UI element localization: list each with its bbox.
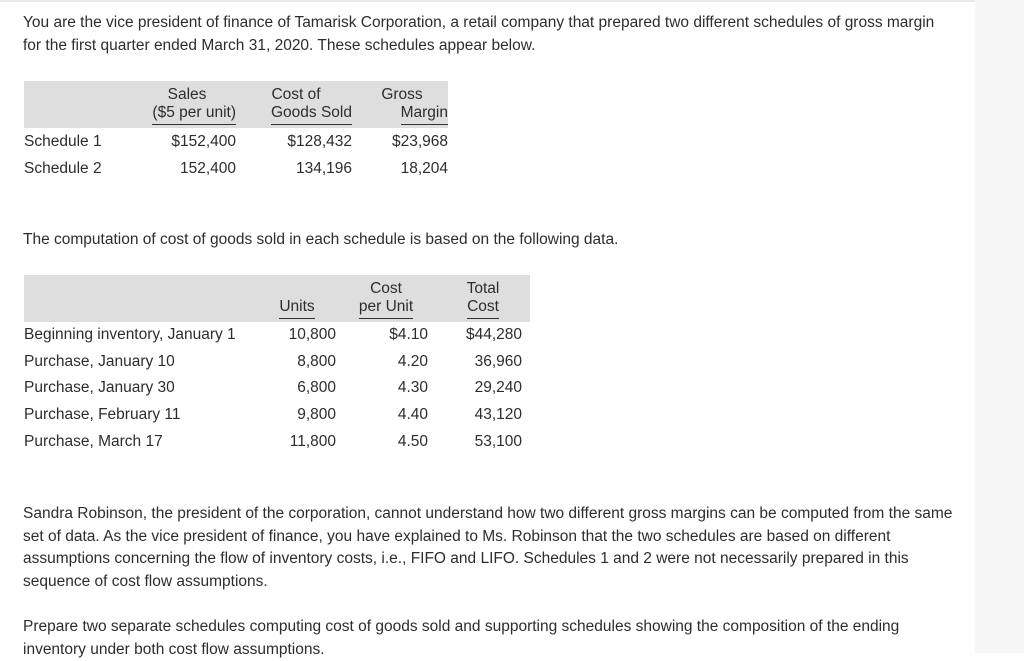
blank-header xyxy=(24,298,258,322)
cogs-header-line1: Cost of xyxy=(236,81,356,104)
total-value: $44,280 xyxy=(465,326,522,344)
cost-value: 4.50 xyxy=(397,432,428,450)
total-header-text: Cost xyxy=(467,298,499,319)
sales-header-text: ($5 per unit) xyxy=(152,104,236,125)
row-label: Beginning inventory, January 1 xyxy=(24,326,236,344)
sales-header-line2: ($5 per unit) xyxy=(138,104,236,128)
table-row: Schedule 2 152,400 134,196 18,204 xyxy=(24,155,448,182)
units-value: 11,800 xyxy=(289,432,336,450)
cogs-value: $128,432 xyxy=(287,132,352,150)
cogs-header-line2: Goods Sold xyxy=(236,104,356,128)
sales-header-line1: Sales xyxy=(138,81,236,104)
inventory-data-table: Cost Total Units per Unit Cost Beginning… xyxy=(24,275,530,455)
row-label: Purchase, March 17 xyxy=(24,432,163,450)
units-value: 8,800 xyxy=(297,352,336,370)
total-value: 53,100 xyxy=(474,432,522,450)
row-label: Purchase, February 11 xyxy=(24,406,181,424)
cogs-value: 134,196 xyxy=(295,159,352,177)
blank-header xyxy=(258,275,336,298)
units-value: 9,800 xyxy=(297,406,336,424)
total-header-line1: Total xyxy=(436,275,530,298)
row-label: Purchase, January 30 xyxy=(24,379,175,397)
cost-value: $4.10 xyxy=(389,326,428,344)
intro-paragraph: You are the vice president of finance of… xyxy=(23,14,935,54)
table-row: Purchase, February 11 9,800 4.40 43,120 xyxy=(24,402,530,429)
cost-value: 4.40 xyxy=(397,406,428,424)
total-value: 36,960 xyxy=(474,352,522,370)
gm-header-line2: Margin xyxy=(356,104,448,128)
gm-header-text: Margin xyxy=(400,104,448,125)
computation-paragraph: The computation of cost of goods sold in… xyxy=(23,231,619,248)
units-header-text: Units xyxy=(279,298,315,319)
sales-value: $152,400 xyxy=(171,132,236,150)
total-header-line2: Cost xyxy=(436,298,530,322)
table-row: Purchase, January 30 6,800 4.30 29,240 xyxy=(24,375,530,402)
units-value: 6,800 xyxy=(297,379,336,397)
table-header-row: Sales Cost of Gross xyxy=(24,81,448,104)
cost-value: 4.20 xyxy=(397,352,428,370)
cost-header-line2: per Unit xyxy=(336,298,436,322)
total-value: 29,240 xyxy=(474,379,522,397)
blank-header xyxy=(24,104,138,128)
table-row: Purchase, January 10 8,800 4.20 36,960 xyxy=(24,349,530,376)
blank-header xyxy=(24,81,138,104)
cost-header-text: per Unit xyxy=(358,298,414,319)
cost-header-line1: Cost xyxy=(336,275,436,298)
table-row: Schedule 1 $152,400 $128,432 $23,968 xyxy=(24,128,448,155)
right-gutter xyxy=(975,0,1024,653)
total-value: 43,120 xyxy=(474,406,522,424)
gm-value: $23,968 xyxy=(391,132,448,150)
units-value: 10,800 xyxy=(288,326,336,344)
table-row: Beginning inventory, January 1 10,800 $4… xyxy=(24,322,530,349)
row-label: Purchase, January 10 xyxy=(24,352,175,370)
blank-header xyxy=(24,275,258,298)
gm-value: 18,204 xyxy=(400,159,448,177)
top-divider xyxy=(0,0,1024,2)
instruction-paragraph: Prepare two separate schedules computing… xyxy=(23,618,900,658)
story-paragraph: Sandra Robinson, the president of the co… xyxy=(23,505,953,590)
gm-header-line1: Gross xyxy=(356,81,448,104)
table-header-row: Cost Total xyxy=(24,275,530,298)
sales-value: 152,400 xyxy=(179,159,236,177)
table-header-row: ($5 per unit) Goods Sold Margin xyxy=(24,104,448,128)
cost-value: 4.30 xyxy=(397,379,428,397)
row-label: Schedule 2 xyxy=(24,159,102,177)
gross-margin-schedules-table: Sales Cost of Gross ($5 per unit) Goods … xyxy=(24,81,448,182)
cogs-header-text: Goods Sold xyxy=(271,104,352,125)
table-row: Purchase, March 17 11,800 4.50 53,100 xyxy=(24,428,530,455)
row-label: Schedule 1 xyxy=(24,132,102,150)
table-header-row: Units per Unit Cost xyxy=(24,298,530,322)
units-header: Units xyxy=(258,298,336,322)
